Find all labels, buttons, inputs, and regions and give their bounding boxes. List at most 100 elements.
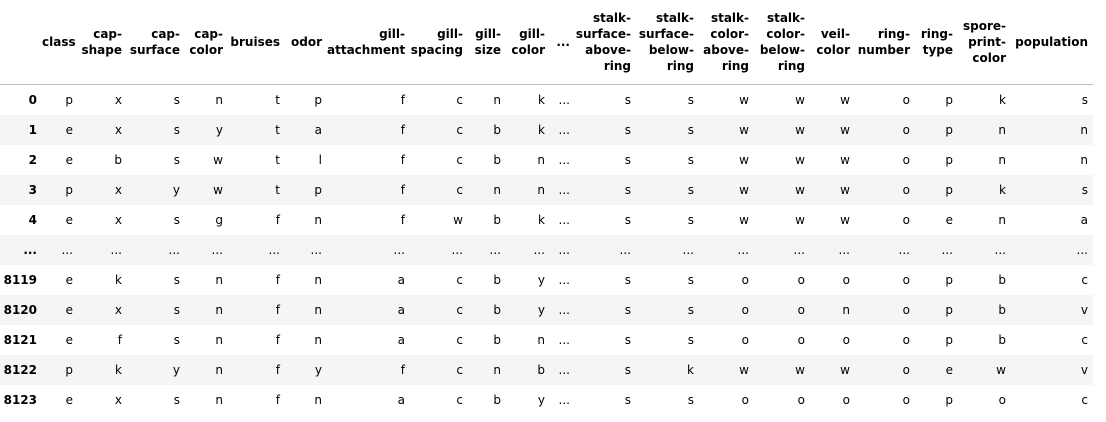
column-header: cap-surface (127, 0, 185, 85)
table-cell: f (275, 392, 280, 407)
table-cell: n (537, 182, 545, 197)
table-cell: f (400, 152, 405, 167)
table-cell: ... (838, 242, 850, 257)
column-header: gill-spacing (410, 0, 468, 85)
table-row: ........................................… (0, 234, 1093, 265)
table-cell: n (998, 212, 1006, 227)
dataframe-table: class cap-shape cap-surface cap-color bruise… (0, 0, 1093, 407)
table-cell: b (493, 122, 501, 137)
table-cell: k (115, 272, 122, 287)
table-cell: c (1081, 272, 1088, 287)
table-cell: a (397, 332, 405, 347)
table-cell: k (538, 212, 545, 227)
column-header: stalk-surface-below-ring (636, 0, 699, 85)
table-cell: a (1080, 212, 1088, 227)
table-cell: o (902, 362, 910, 377)
table-cell: w (840, 182, 850, 197)
table-cell: e (65, 332, 73, 347)
table-cell: f (117, 332, 122, 347)
table-cell: w (795, 212, 805, 227)
table-row: 8121 e f s n f n a c b n... s s o o o o p b c (0, 325, 1093, 355)
table-cell: n (215, 332, 223, 347)
table-cell: c (456, 182, 463, 197)
table-cell: ... (558, 272, 570, 287)
index-header (0, 0, 42, 85)
table-cell: g (215, 212, 223, 227)
table-cell: a (397, 302, 405, 317)
table-cell: ... (941, 242, 953, 257)
table-cell: p (945, 182, 953, 197)
table-cell: s (624, 122, 631, 137)
table-cell: s (173, 332, 180, 347)
table-cell: o (902, 392, 910, 407)
table-cell: o (902, 332, 910, 347)
table-cell: p (314, 92, 322, 107)
table-cell: c (1081, 392, 1088, 407)
table-cell: ... (211, 242, 223, 257)
table-cell: n (215, 92, 223, 107)
table-cell: ... (558, 332, 570, 347)
table-cell: e (945, 362, 953, 377)
table-cell: x (114, 392, 122, 407)
table-cell: n (493, 182, 501, 197)
row-index: 8121 (3, 332, 37, 347)
table-cell: p (314, 182, 322, 197)
table-cell: f (400, 92, 405, 107)
row-index: 0 (28, 92, 37, 107)
column-header: cap-color (185, 0, 228, 85)
table-cell: a (314, 122, 322, 137)
table-cell: o (797, 272, 805, 287)
table-cell: w (840, 152, 850, 167)
table-cell: y (172, 182, 180, 197)
table-cell: c (456, 92, 463, 107)
table-cell: o (842, 332, 850, 347)
table-cell: o (741, 272, 749, 287)
table-cell: c (1081, 332, 1088, 347)
table-cell: b (493, 392, 501, 407)
table-cell: b (493, 272, 501, 287)
table-cell: c (456, 362, 463, 377)
table-cell: n (314, 302, 322, 317)
table-cell: y (537, 302, 545, 317)
table-cell: s (624, 272, 631, 287)
row-index: 8119 (3, 272, 37, 287)
table-cell: s (173, 392, 180, 407)
row-index: 8120 (3, 302, 37, 317)
table-cell: s (624, 212, 631, 227)
column-header: stalk-surface-above-ring (575, 0, 636, 85)
table-cell: t (275, 92, 280, 107)
table-cell: n (537, 152, 545, 167)
table-cell: o (902, 302, 910, 317)
table-cell: n (998, 122, 1006, 137)
table-cell: p (945, 272, 953, 287)
column-header: spore-print-color (958, 0, 1011, 85)
column-header: cap-shape (78, 0, 127, 85)
table-cell: f (275, 302, 280, 317)
table-cell: s (173, 272, 180, 287)
table-cell: ... (61, 242, 73, 257)
table-cell: e (65, 302, 73, 317)
table-cell: l (318, 152, 322, 167)
table-cell: n (998, 152, 1006, 167)
table-cell: o (741, 302, 749, 317)
table-cell: w (795, 182, 805, 197)
table-cell: y (537, 272, 545, 287)
table-cell: b (998, 332, 1006, 347)
table-cell: ... (1076, 242, 1088, 257)
table-cell: ... (533, 242, 545, 257)
table-cell: f (275, 212, 280, 227)
table-cell: ... (737, 242, 749, 257)
table-cell: s (624, 182, 631, 197)
table-cell: w (840, 92, 850, 107)
table-cell: f (275, 362, 280, 377)
table-cell: f (400, 362, 405, 377)
table-cell: b (493, 212, 501, 227)
table-cell: s (687, 122, 694, 137)
row-index: 2 (28, 152, 37, 167)
table-cell: e (65, 272, 73, 287)
table-cell: w (840, 122, 850, 137)
table-cell: b (493, 332, 501, 347)
table-cell: p (65, 362, 73, 377)
table-cell: ... (558, 362, 570, 377)
table-cell: e (65, 122, 73, 137)
